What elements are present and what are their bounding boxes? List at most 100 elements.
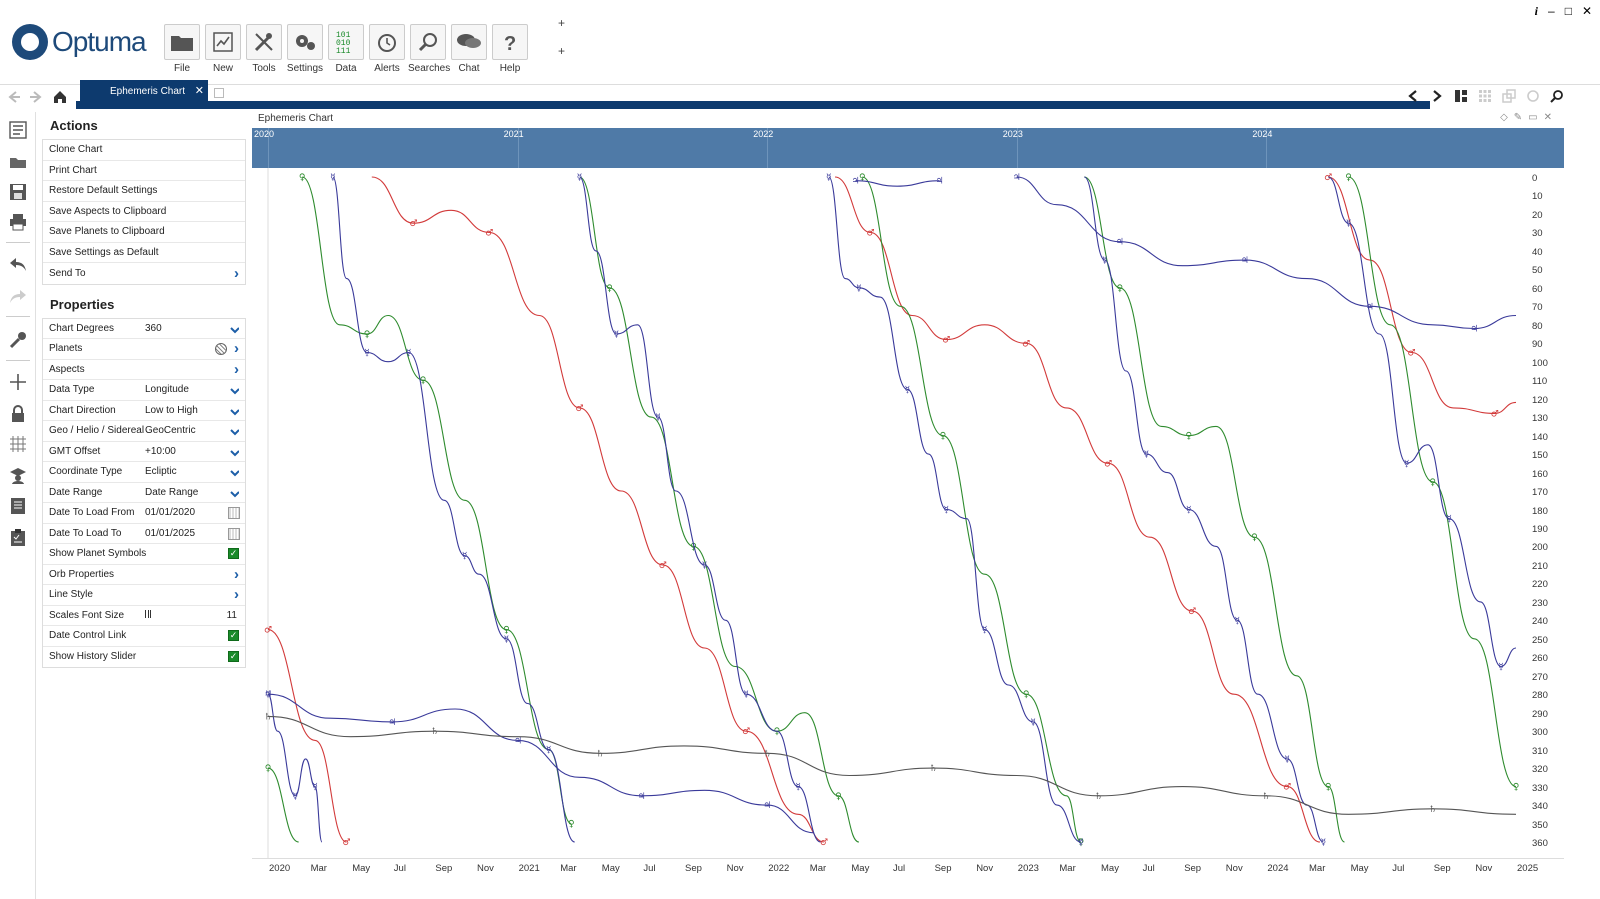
add-ribbon-button-2[interactable]: + <box>558 44 566 58</box>
action-send-to[interactable]: Send To › <box>43 263 245 284</box>
planet-symbol-marker: ♂ <box>1324 173 1332 183</box>
chevron-down-icon[interactable] <box>230 489 239 498</box>
chevron-down-icon[interactable] <box>230 407 239 416</box>
search-icon[interactable] <box>1546 86 1568 106</box>
back-arrow-icon[interactable] <box>4 87 24 107</box>
minimize-button[interactable]: – <box>1548 4 1555 18</box>
grid-layout-icon[interactable] <box>1474 86 1496 106</box>
home-icon[interactable] <box>50 87 70 107</box>
ribbon-file-button[interactable]: File <box>162 24 202 74</box>
x-tick-label: Jul <box>1392 863 1405 874</box>
calendar-icon[interactable] <box>228 527 240 540</box>
checkbox-checked-icon[interactable]: ✓ <box>228 650 239 662</box>
chevron-right-icon[interactable]: › <box>234 565 239 583</box>
property-date-range[interactable]: Date Range Date Range <box>43 483 245 503</box>
property-data-type[interactable]: Data Type Longitude <box>43 380 245 401</box>
ribbon-help-button[interactable]: ? Help <box>490 24 530 74</box>
action-save-planets-to-clipboard[interactable]: Save Planets to Clipboard <box>43 222 245 243</box>
redo-icon[interactable] <box>6 284 30 308</box>
user-graduate-icon[interactable] <box>6 464 30 488</box>
action-label: Save Planets to Clipboard <box>49 226 165 238</box>
chevron-right-icon[interactable]: › <box>234 586 239 604</box>
print-icon[interactable] <box>6 210 30 234</box>
ribbon-label: Chat <box>458 63 480 74</box>
maximize-button[interactable]: □ <box>1564 4 1572 18</box>
planet-wheel-icon[interactable] <box>215 343 227 355</box>
series-line-3-segment-1 <box>855 180 940 187</box>
chevron-left-icon[interactable] <box>1402 86 1424 106</box>
calendar-icon[interactable] <box>228 507 240 519</box>
document-icon[interactable] <box>6 494 30 518</box>
cascade-icon[interactable] <box>1498 86 1520 106</box>
y-tick-label: 100 <box>1532 357 1548 369</box>
chevron-down-icon[interactable] <box>230 427 239 436</box>
grid-icon[interactable] <box>6 432 30 456</box>
chevron-down-icon[interactable] <box>230 448 239 457</box>
checkbox-checked-icon[interactable]: ✓ <box>228 548 239 559</box>
chevron-down-icon[interactable] <box>230 325 239 334</box>
font-size-slider[interactable] <box>145 609 239 621</box>
planet-symbol-marker: ♂ <box>659 561 667 571</box>
info-button[interactable]: i <box>1534 4 1538 18</box>
action-restore-default-settings[interactable]: Restore Default Settings <box>43 181 245 202</box>
ribbon-data-button[interactable]: 101 010 111 Data <box>326 24 366 74</box>
property-date-to-load-to[interactable]: Date To Load To 01/01/2025 <box>43 524 245 544</box>
new-tab-icon[interactable] <box>214 88 224 98</box>
checklist-icon[interactable] <box>6 526 30 550</box>
action-clone-chart[interactable]: Clone Chart <box>43 140 245 161</box>
property-chart-degrees[interactable]: Chart Degrees 360 <box>43 319 245 339</box>
y-tick-label: 340 <box>1532 801 1548 813</box>
save-icon[interactable] <box>6 180 30 204</box>
ribbon-settings-button[interactable]: Settings <box>285 24 325 74</box>
add-ribbon-button-1[interactable]: + <box>558 16 566 30</box>
ribbon-tools-button[interactable]: Tools <box>244 24 284 74</box>
property-orb-properties[interactable]: Orb Properties › <box>43 565 245 585</box>
property-planets[interactable]: Planets › <box>43 339 245 360</box>
wrench-icon[interactable] <box>6 328 30 352</box>
property-show-history-slider[interactable]: Show History Slider ✓ <box>43 647 245 668</box>
tab-close-icon[interactable]: ✕ <box>194 85 204 97</box>
chart-window-controls[interactable]: ◇✎▭✕ <box>1500 112 1558 123</box>
property-show-planet-symbols[interactable]: Show Planet Symbols ✓ <box>43 544 245 565</box>
planet-symbol-marker: ♃ <box>388 718 396 728</box>
property-chart-direction[interactable]: Chart Direction Low to High <box>43 401 245 421</box>
ribbon-label: New <box>212 63 233 74</box>
property-scales-font-size[interactable]: Scales Font Size 11 <box>43 606 245 626</box>
forward-arrow-icon[interactable] <box>26 87 46 107</box>
chevron-down-icon[interactable] <box>230 386 239 395</box>
layout-icon[interactable] <box>1450 86 1472 106</box>
property-date-control-link[interactable]: Date Control Link ✓ <box>43 626 245 647</box>
ephemeris-plot[interactable]: ♂♂♂♂♂♂♂♂♂♂ ♂♂♂♂♂♂♂♀♀♀♀♀♀♀♀♀♀♀♀♀♀♀♀♀♀♀♀♀☿☿… <box>252 168 1564 876</box>
undo-icon[interactable] <box>6 252 30 276</box>
close-window-button[interactable]: ✕ <box>1581 4 1592 18</box>
question-icon: ? <box>492 24 528 60</box>
action-print-chart[interactable]: Print Chart <box>43 161 245 181</box>
ribbon-searches-button[interactable]: Searches <box>408 24 450 74</box>
ribbon-chat-button[interactable]: Chat <box>449 24 489 74</box>
chevron-down-icon[interactable] <box>230 468 239 477</box>
action-save-aspects-to-clipboard[interactable]: Save Aspects to Clipboard <box>43 202 245 222</box>
property-aspects[interactable]: Aspects › <box>43 360 245 380</box>
open-folder-icon[interactable] <box>6 150 30 174</box>
crosshair-icon[interactable] <box>6 370 30 394</box>
chevron-right-icon[interactable] <box>1426 86 1448 106</box>
property-coordinate-type[interactable]: Coordinate Type Ecliptic <box>43 462 245 483</box>
chevron-right-icon[interactable]: › <box>234 340 239 358</box>
refresh-icon[interactable] <box>1522 86 1544 106</box>
chevron-right-icon[interactable]: › <box>234 360 239 378</box>
ribbon-alerts-button[interactable]: Alerts <box>367 24 407 74</box>
checkbox-checked-icon[interactable]: ✓ <box>228 630 239 641</box>
actions-list: Clone Chart Print Chart Restore Default Se… <box>42 139 246 285</box>
property-date-to-load-from[interactable]: Date To Load From 01/01/2020 <box>43 503 245 524</box>
y-tick-label: 0 <box>1532 173 1538 184</box>
list-icon[interactable] <box>6 118 30 142</box>
x-tick-label: Jul <box>393 863 406 874</box>
ribbon-new-button[interactable]: New <box>203 24 243 74</box>
date-range-strip[interactable]: 2020 2021 2022 2023 2024 <box>252 128 1564 168</box>
property-geo-helio-sidereal[interactable]: Geo / Helio / Sidereal GeoCentric <box>43 421 245 442</box>
property-gmt-offset[interactable]: GMT Offset +10:00 <box>43 442 245 462</box>
lock-icon[interactable] <box>6 402 30 426</box>
property-line-style[interactable]: Line Style › <box>43 585 245 606</box>
tab-ephemeris-chart[interactable]: Ephemeris Chart ✕ <box>80 80 208 102</box>
action-save-settings-as-default[interactable]: Save Settings as Default <box>43 243 245 263</box>
